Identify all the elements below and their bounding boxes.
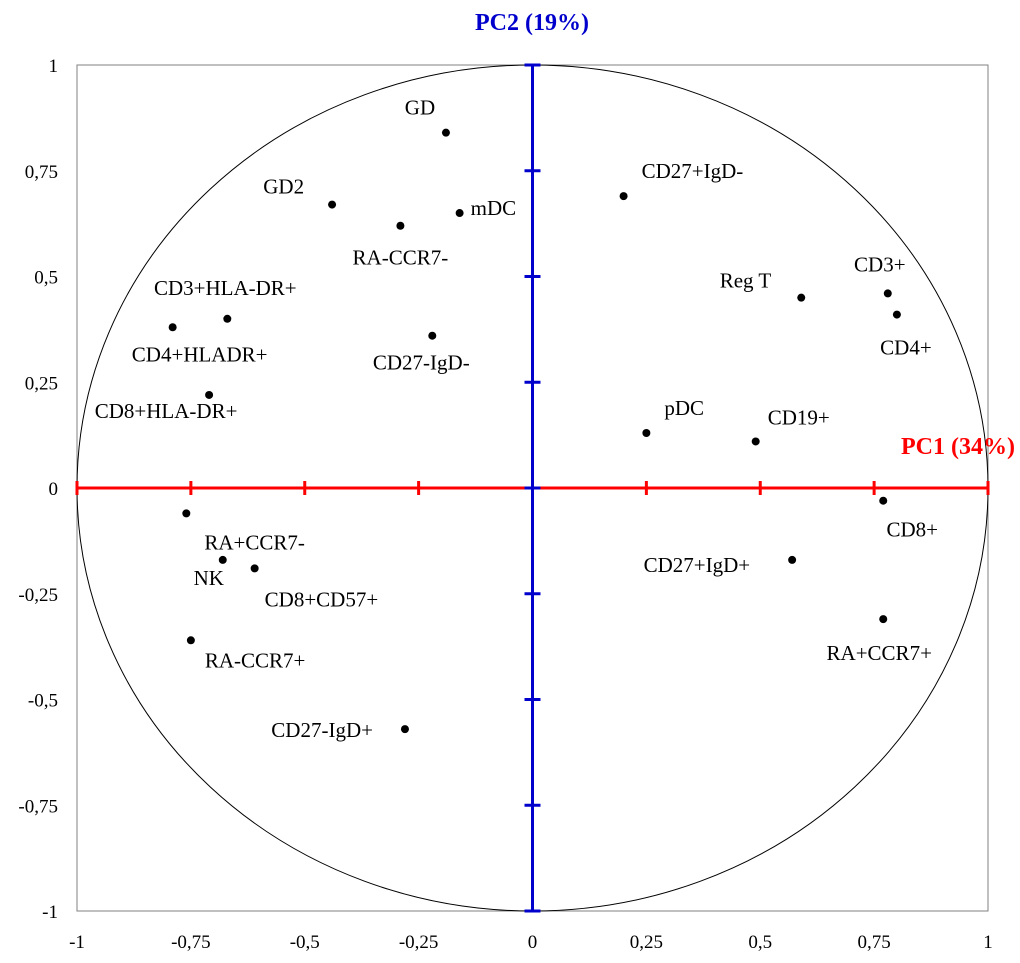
y-tick-label: -0,25 (18, 585, 58, 606)
point-label: CD3+HLA-DR+ (154, 276, 297, 300)
point-label: CD19+ (768, 405, 830, 429)
x-tick-label: 0 (528, 932, 538, 953)
y-tick-labels: 1 0,75 0,5 0,25 0 -0,25 -0,5 -0,75 -1 (18, 56, 58, 923)
data-point (223, 314, 232, 323)
point-label: RA-CCR7- (353, 246, 449, 270)
data-point (218, 555, 227, 564)
point-label: RA+CCR7- (204, 530, 305, 554)
data-point (797, 293, 806, 302)
x-tick-label: 0,75 (858, 932, 891, 953)
point-label: RA+CCR7+ (827, 641, 932, 665)
point-label: CD27+IgD+ (644, 553, 751, 577)
point-label: GD2 (263, 175, 304, 199)
data-point (455, 209, 464, 218)
data-point (619, 192, 628, 201)
y-tick-label: 1 (49, 56, 59, 77)
point-label: CD4+ (880, 336, 932, 360)
point-label: CD27-IgD- (373, 351, 470, 375)
y-tick-label: 0 (49, 479, 59, 500)
data-point (168, 323, 177, 332)
x-tick-label: 0,25 (630, 932, 663, 953)
point-label: CD8+HLA-DR+ (95, 399, 238, 423)
y-tick-label: -0,75 (18, 796, 58, 817)
y-tick-label: -0,5 (28, 691, 58, 712)
data-point (428, 331, 437, 340)
data-point (328, 200, 337, 209)
y-tick-label: 0,75 (25, 162, 58, 183)
data-point (182, 509, 191, 518)
point-label: CD27+IgD- (642, 159, 744, 183)
y-tick-label: 0,5 (34, 268, 58, 289)
data-point (186, 636, 195, 645)
pc2-axis (524, 63, 541, 913)
x-tick-label: -0,5 (290, 932, 320, 953)
data-point (396, 221, 405, 230)
data-point (751, 437, 760, 446)
data-point (205, 390, 214, 399)
x-tick-labels: -1 -0,75 -0,5 -0,25 0 0,25 0,5 0,75 1 (69, 932, 993, 953)
x-tick-label: -0,75 (171, 932, 211, 953)
point-label: CD4+HLADR+ (132, 342, 268, 366)
data-point (642, 429, 651, 438)
x-tick-label: 1 (983, 932, 993, 953)
pc2-axis-title: PC2 (19%) (475, 10, 589, 36)
point-label: Reg T (720, 269, 772, 293)
data-points: GD GD2 RA-CCR7- mDC CD27+IgD- CD3+HLA-DR+ CD4+… (95, 96, 938, 742)
data-point (883, 289, 892, 298)
point-label: RA-CCR7+ (205, 648, 306, 672)
data-point (400, 725, 409, 734)
point-label: CD27-IgD+ (271, 718, 373, 742)
y-tick-label: 0,25 (25, 373, 58, 394)
point-label: CD3+ (854, 252, 906, 276)
point-label: pDC (664, 396, 704, 420)
y-tick-label: -1 (42, 902, 58, 923)
point-label: GD (405, 96, 435, 120)
data-point (879, 496, 888, 505)
point-label: CD8+CD57+ (265, 587, 379, 611)
point-label: NK (194, 566, 224, 590)
pc1-axis-title: PC1 (34%) (901, 434, 1015, 460)
point-label: CD8+ (886, 518, 938, 542)
data-point (788, 555, 797, 564)
data-point (879, 615, 888, 624)
x-tick-label: 0,5 (748, 932, 772, 953)
data-point (250, 564, 259, 573)
x-tick-label: -1 (69, 932, 85, 953)
x-tick-label: -0,25 (399, 932, 439, 953)
data-point (892, 310, 901, 319)
data-point (441, 128, 450, 137)
point-label: mDC (471, 196, 517, 220)
